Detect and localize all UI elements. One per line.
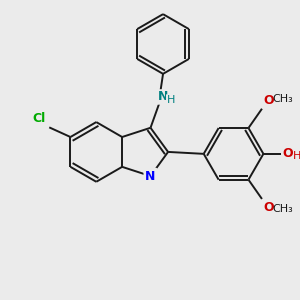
Text: CH₃: CH₃ (273, 94, 293, 104)
Text: H: H (167, 95, 175, 105)
Text: O: O (283, 147, 293, 161)
Text: CH₃: CH₃ (273, 204, 293, 214)
Text: O: O (263, 201, 274, 214)
Text: O: O (263, 94, 274, 107)
Text: N: N (158, 91, 168, 103)
Text: Cl: Cl (32, 112, 45, 125)
Text: N: N (145, 169, 156, 183)
Text: H: H (293, 151, 300, 161)
